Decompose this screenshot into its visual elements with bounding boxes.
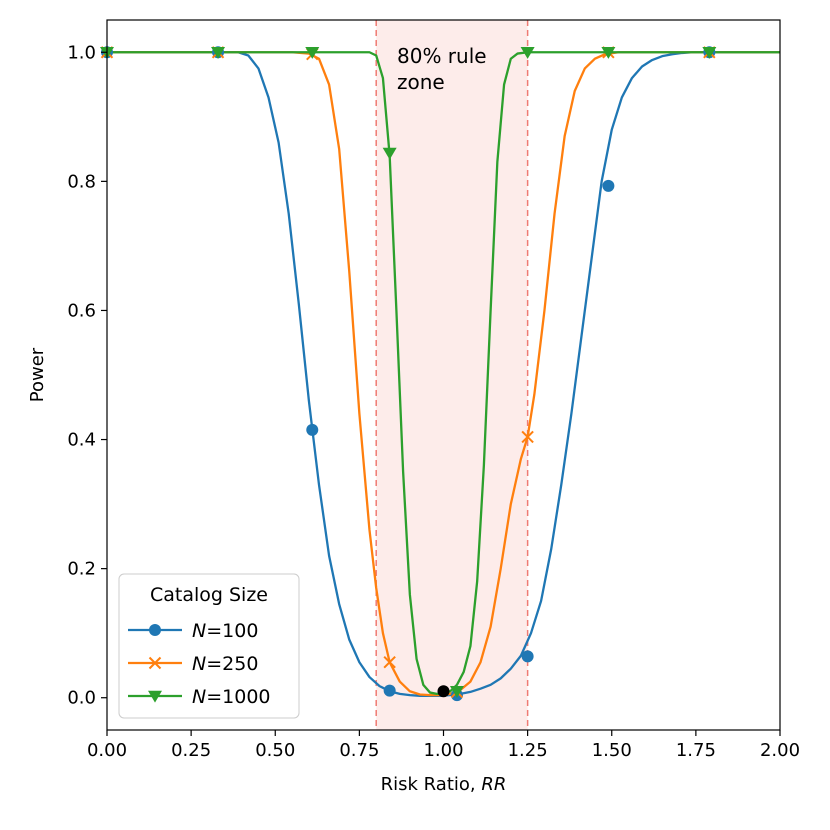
x-tick-label: 0.25: [171, 740, 211, 761]
x-tick-label: 0.75: [339, 740, 379, 761]
y-tick-label: 0.2: [67, 559, 96, 580]
marker-1000-7: [702, 47, 717, 59]
legend-label-100: N=100: [192, 620, 258, 642]
marker-1000-5: [520, 47, 535, 59]
marker-100-5: [521, 650, 534, 663]
legend-title: Catalog Size: [150, 584, 268, 606]
legend-value: =100: [206, 620, 258, 642]
x-tick-label: 1.00: [423, 740, 463, 761]
marker-1000-3: [382, 147, 397, 160]
y-tick-label: 1.0: [67, 42, 96, 63]
marker-1000-1: [211, 47, 226, 59]
legend-value: =250: [206, 653, 258, 675]
x-tick-label: 1.50: [592, 740, 632, 761]
marker-250-5: [521, 430, 534, 444]
y-tick-label: 0.6: [67, 300, 96, 321]
marker-100-2: [306, 423, 319, 436]
y-axis-label: Power: [27, 347, 48, 402]
legend-value: =1000: [206, 686, 270, 708]
x-tick-label: 1.25: [508, 740, 548, 761]
marker-100-6: [602, 179, 615, 192]
legend-label-250: N=250: [192, 653, 258, 675]
marker-1000-2: [305, 47, 320, 59]
markers-group: [100, 46, 717, 702]
zone-label-line2: zone: [397, 70, 445, 94]
legend-var: N: [192, 653, 206, 675]
legend-var: N: [192, 620, 206, 642]
marker-1000-4: [449, 686, 464, 698]
x-tick-label: 1.75: [676, 740, 716, 761]
y-tick-label: 0.0: [67, 688, 96, 709]
marker-1000-6: [601, 47, 616, 59]
plot-area: 0.00 0.25 0.50 0.75 1.00 1.25 1.50 1.75 2.00 0.0 0…: [27, 19, 800, 795]
y-tick-label: 0.8: [67, 171, 96, 192]
legend-marker-1000: [148, 690, 162, 703]
y-tick-label: 0.4: [67, 430, 96, 451]
x-tick-label: 0.50: [255, 740, 295, 761]
marker-250-3: [383, 656, 396, 669]
x-axis-label: Risk Ratio, RR: [381, 774, 507, 795]
x-axis-label-variable: RR: [481, 774, 506, 795]
x-tick-label: 0.00: [87, 740, 127, 761]
legend-marker-250: [148, 656, 162, 670]
x-tick-label: 2.00: [760, 740, 800, 761]
x-axis-label-text: Risk Ratio,: [381, 774, 482, 795]
legend-label-1000: N=1000: [192, 686, 271, 708]
legend-marker-100: [149, 624, 161, 636]
marker-100-3: [383, 684, 396, 697]
legend-var: N: [192, 686, 206, 708]
reference-point: [437, 685, 450, 698]
rule-zone-band: [376, 20, 528, 730]
legend-box: [118, 573, 300, 719]
zone-label-line1: 80% rule: [397, 44, 487, 68]
